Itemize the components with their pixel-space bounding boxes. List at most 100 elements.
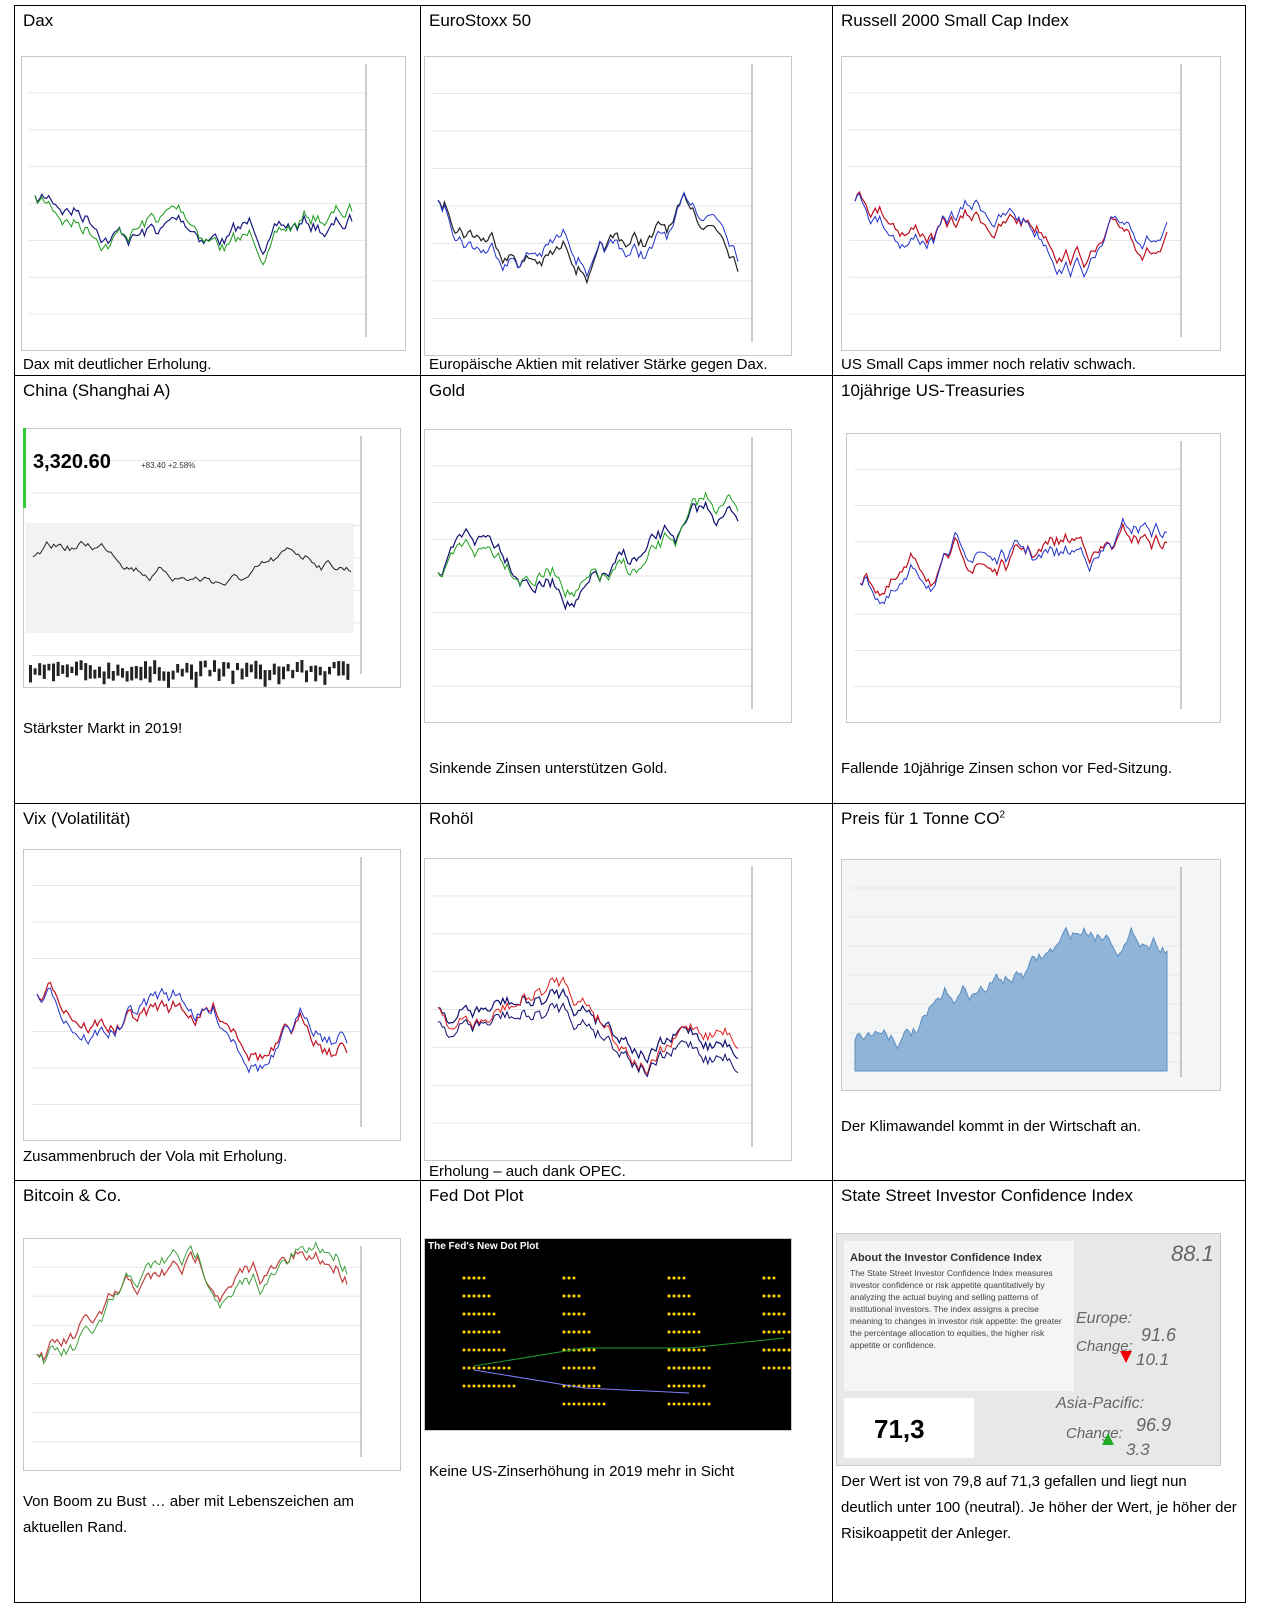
dot — [568, 1403, 571, 1406]
volume-bar — [236, 663, 239, 670]
dot — [693, 1349, 696, 1352]
dot — [773, 1349, 776, 1352]
dot — [683, 1331, 686, 1334]
image-label: Change: — [1066, 1425, 1123, 1442]
chart-image: The Fed's New Dot Plot — [424, 1238, 792, 1431]
image-heading: The Fed's New Dot Plot — [428, 1241, 539, 1252]
volume-bar — [291, 670, 294, 678]
dot — [678, 1385, 681, 1388]
image-label: 96.9 — [1136, 1415, 1171, 1435]
volume-bar — [167, 672, 170, 688]
chart-image — [23, 1238, 401, 1471]
dot — [703, 1367, 706, 1370]
dot — [468, 1385, 471, 1388]
dot — [768, 1277, 771, 1280]
dot — [693, 1367, 696, 1370]
dot — [483, 1295, 486, 1298]
volume-bar — [333, 662, 336, 668]
dot — [673, 1349, 676, 1352]
volume-bar — [57, 662, 60, 676]
dot — [763, 1295, 766, 1298]
volume-bar — [287, 664, 290, 671]
dot — [688, 1349, 691, 1352]
dot — [568, 1367, 571, 1370]
dot — [583, 1403, 586, 1406]
volume-bar — [181, 669, 184, 677]
dot — [473, 1313, 476, 1316]
dot — [683, 1295, 686, 1298]
chart-image — [23, 849, 401, 1141]
table-cell: Fed Dot PlotThe Fed's New Dot PlotKeine … — [420, 1180, 833, 1603]
dot — [583, 1331, 586, 1334]
dot — [688, 1295, 691, 1298]
dot — [493, 1367, 496, 1370]
image-label: Europe: — [1076, 1310, 1132, 1327]
volume-bar — [29, 665, 32, 682]
cell-caption: Sinkende Zinsen unterstützen Gold. — [429, 756, 824, 782]
dot — [783, 1349, 786, 1352]
dot — [788, 1349, 791, 1352]
volume-bar — [121, 668, 124, 677]
dot — [688, 1331, 691, 1334]
dot — [473, 1277, 476, 1280]
dot — [563, 1403, 566, 1406]
volume-bar — [158, 667, 161, 681]
image-label: 91.6 — [1141, 1325, 1177, 1345]
dot — [668, 1295, 671, 1298]
dot — [488, 1295, 491, 1298]
dot — [593, 1403, 596, 1406]
dot — [478, 1331, 481, 1334]
dot — [593, 1349, 596, 1352]
dot — [468, 1331, 471, 1334]
volume-bar — [43, 665, 46, 679]
volume-bar — [213, 660, 216, 672]
volume-bar — [103, 671, 106, 684]
volume-bar — [80, 660, 83, 670]
cell-caption: Von Boom zu Bust … aber mit Lebenszeiche… — [23, 1489, 412, 1541]
dot — [788, 1331, 791, 1334]
dot — [583, 1385, 586, 1388]
volume-bar — [190, 665, 193, 680]
cell-caption: Fallende 10jährige Zinsen schon vor Fed-… — [841, 756, 1237, 782]
chart-image — [846, 433, 1221, 723]
chart-image — [21, 56, 406, 351]
dot — [698, 1403, 701, 1406]
volume-bar — [84, 663, 87, 680]
dot — [673, 1331, 676, 1334]
dot — [693, 1331, 696, 1334]
dot — [698, 1331, 701, 1334]
volume-bar — [323, 671, 326, 685]
volume-bar — [227, 663, 230, 669]
dot — [773, 1331, 776, 1334]
dot — [708, 1403, 711, 1406]
volume-bar — [218, 669, 221, 681]
cell-title: Vix (Volatilität) — [23, 809, 130, 829]
volume-bar — [204, 661, 207, 668]
volume-bar — [208, 670, 211, 676]
dot — [763, 1367, 766, 1370]
dot — [463, 1349, 466, 1352]
volume-bar — [310, 666, 313, 672]
dot — [493, 1349, 496, 1352]
dot — [703, 1349, 706, 1352]
cell-caption: Keine US-Zinserhöhung in 2019 mehr in Si… — [429, 1459, 824, 1485]
dot — [493, 1385, 496, 1388]
dot — [483, 1277, 486, 1280]
image-label: Asia-Pacific: — [1055, 1395, 1144, 1412]
chart-image — [841, 859, 1221, 1091]
dot — [568, 1331, 571, 1334]
cell-caption: Der Wert ist von 79,8 auf 71,3 gefallen … — [841, 1469, 1237, 1547]
image-text: The State Street Investor Confidence Ind… — [850, 1267, 1070, 1351]
dot — [563, 1295, 566, 1298]
volume-bar — [245, 663, 248, 677]
dot — [478, 1367, 481, 1370]
dot — [578, 1331, 581, 1334]
volume-bar — [38, 663, 41, 675]
volume-bar — [277, 666, 280, 684]
dot — [668, 1349, 671, 1352]
dot — [578, 1313, 581, 1316]
dot — [498, 1331, 501, 1334]
side-bar — [23, 428, 26, 508]
